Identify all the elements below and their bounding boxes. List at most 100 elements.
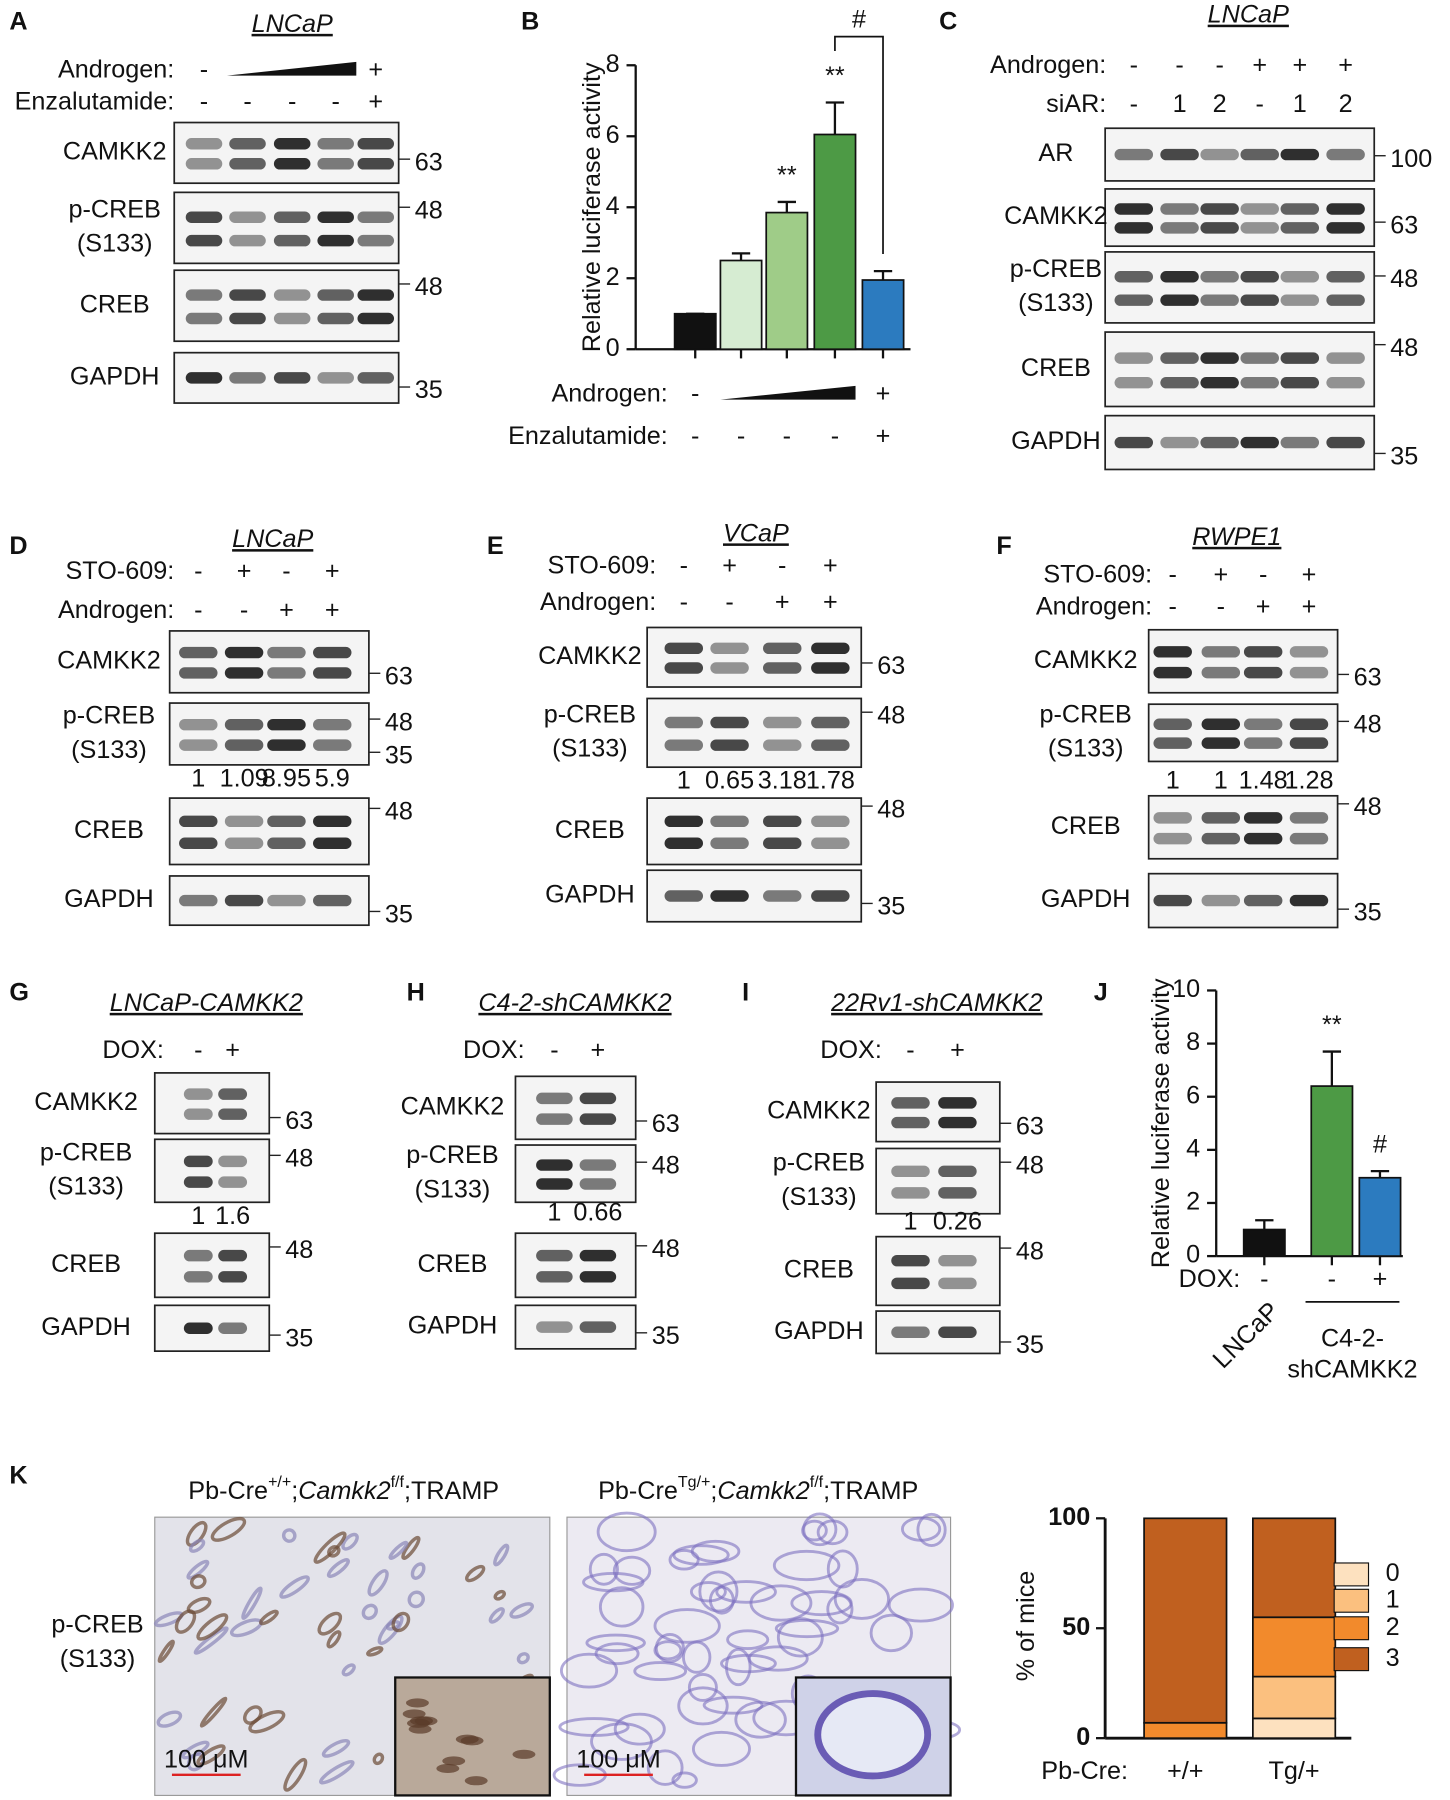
- blot-label: (S133): [1048, 735, 1124, 763]
- panel-letter: B: [521, 8, 539, 36]
- stacked-bar-segment: [1143, 1721, 1228, 1740]
- protein-band: [357, 289, 395, 301]
- quantification: 1: [1166, 767, 1180, 795]
- protein-band: [1326, 222, 1365, 234]
- protein-band: [179, 815, 218, 828]
- tissue-stain: [774, 1618, 840, 1639]
- treatment-label: Androgen:: [1036, 593, 1152, 621]
- treatment-label: Enzalutamide:: [508, 422, 668, 450]
- tissue-stain: [682, 1640, 712, 1674]
- treatment-mark: +: [1338, 51, 1353, 79]
- tissue-stain: [465, 1564, 486, 1583]
- blot-membrane: [153, 1072, 271, 1135]
- protein-band: [357, 158, 395, 170]
- blot-label: CREB: [555, 816, 625, 844]
- inset-nuclei: [464, 1776, 488, 1786]
- treatment-mark: +: [775, 588, 790, 616]
- blot-label: CAMKK2: [767, 1096, 871, 1124]
- treatment-mark: +: [325, 557, 340, 585]
- blot-label: (S133): [1018, 289, 1094, 317]
- quantification: 1.6: [215, 1202, 250, 1230]
- blot-label: GAPDH: [408, 1312, 498, 1340]
- treatment-mark: -: [240, 596, 248, 624]
- protein-band: [218, 1176, 248, 1188]
- protein-band: [267, 646, 306, 659]
- protein-band: [317, 234, 354, 247]
- cell-line-title: LNCaP-CAMKK2: [110, 989, 303, 1017]
- blot-label: GAPDH: [64, 885, 154, 913]
- protein-band: [536, 1159, 573, 1171]
- protein-band: [1326, 148, 1365, 161]
- mw-marker: 48: [1354, 711, 1382, 739]
- protein-band: [536, 1249, 573, 1262]
- treatment-mark: -: [1169, 561, 1177, 589]
- blot-membrane: [514, 1232, 637, 1299]
- treatment-mark: 2: [1339, 90, 1353, 118]
- protein-band: [1240, 436, 1279, 449]
- tissue-stain: [279, 1575, 310, 1599]
- protein-band: [317, 158, 354, 170]
- tissue-stain: [646, 1749, 684, 1786]
- protein-band: [1240, 294, 1279, 306]
- treatment-mark: +: [237, 557, 252, 585]
- panel-letter: C: [939, 8, 957, 36]
- protein-band: [536, 1178, 573, 1190]
- blot-label: CAMKK2: [538, 642, 642, 670]
- protein-band: [710, 662, 749, 674]
- y-axis-label: Relative luciferase activity: [578, 62, 606, 352]
- treatment-mark: 1: [1293, 90, 1307, 118]
- tissue-stain: [833, 1577, 890, 1620]
- protein-band: [267, 667, 306, 679]
- significance: #: [1373, 1131, 1387, 1159]
- protein-band: [811, 890, 850, 902]
- tissue-stain: [585, 1633, 646, 1653]
- treatment-label: Androgen:: [990, 51, 1106, 79]
- treatment-mark: -: [243, 88, 251, 116]
- protein-band: [224, 837, 264, 849]
- protein-band: [229, 234, 266, 247]
- protein-band: [183, 1249, 213, 1262]
- mw-marker: 48: [1016, 1151, 1044, 1179]
- blot-label: GAPDH: [1041, 885, 1131, 913]
- quantification: 0.26: [933, 1208, 982, 1236]
- tissue-stain: [613, 1712, 666, 1746]
- tissue-stain: [689, 1581, 727, 1603]
- protein-band: [357, 312, 395, 325]
- protein-band: [267, 837, 306, 849]
- tissue-stain: [869, 1613, 913, 1653]
- protein-band: [185, 372, 223, 384]
- protein-band: [1289, 718, 1329, 730]
- protein-band: [273, 289, 311, 301]
- protein-band: [185, 312, 223, 325]
- x-axis-label: Pb-Cre:: [1041, 1757, 1128, 1785]
- significance: #: [852, 5, 866, 33]
- tissue-stain: [361, 1603, 378, 1621]
- treatment-mark: +: [368, 56, 383, 84]
- tissue-stain: [199, 1696, 228, 1728]
- panel-letter: E: [487, 532, 504, 560]
- protein-band: [273, 372, 311, 384]
- protein-band: [218, 1155, 248, 1168]
- tissue-stain: [317, 1611, 343, 1636]
- protein-band: [1326, 436, 1365, 449]
- protein-band: [313, 739, 352, 751]
- protein-band: [357, 211, 395, 223]
- blot-membrane: [875, 1081, 1001, 1143]
- protein-band: [1289, 666, 1329, 679]
- protein-band: [763, 662, 802, 674]
- treatment-mark: +: [591, 1036, 606, 1064]
- protein-band: [891, 1165, 930, 1178]
- protein-band: [218, 1108, 248, 1120]
- protein-band: [664, 716, 704, 729]
- protein-band: [1240, 376, 1279, 389]
- title-part: Camkk2: [298, 1477, 390, 1505]
- image-title: Pb-Cre+/+;Camkk2f/f;TRAMP: [188, 1473, 499, 1504]
- protein-band: [267, 739, 306, 751]
- protein-band: [313, 894, 352, 907]
- mw-marker: 100: [1390, 145, 1432, 173]
- bracket: [834, 35, 884, 254]
- blot-membrane: [168, 702, 370, 766]
- blot-membrane: [168, 630, 370, 694]
- mw-marker: 48: [1354, 793, 1382, 821]
- inset-nuclei: [408, 1724, 432, 1734]
